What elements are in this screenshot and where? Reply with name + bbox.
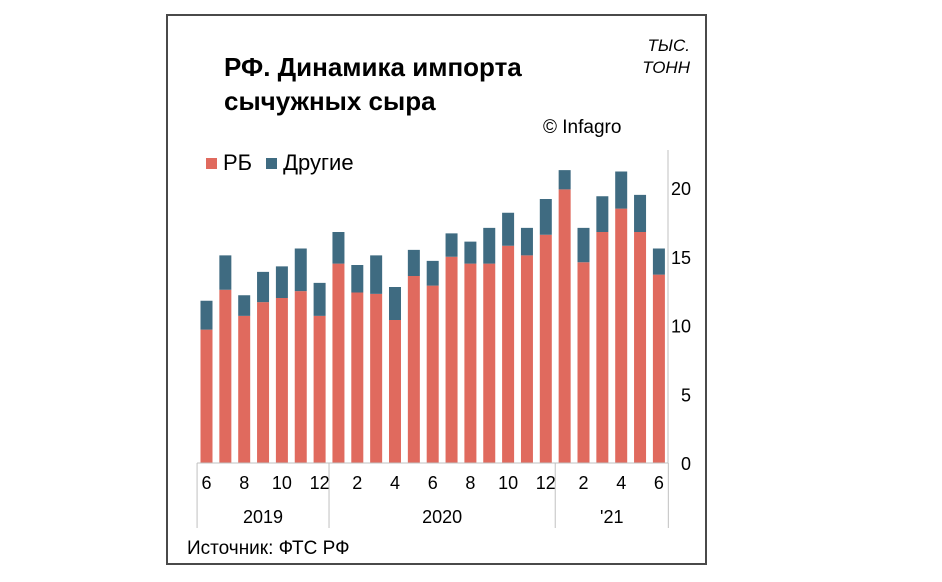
x-tick-label: 12 <box>536 473 556 493</box>
bar-other <box>332 232 345 264</box>
source-note: Источник: ФТС РФ <box>187 538 350 559</box>
y-tick-label: 15 <box>671 248 691 268</box>
x-tick-label: 12 <box>310 473 330 493</box>
legend: РБ Другие <box>206 150 368 176</box>
bar-rb <box>502 245 515 463</box>
bar-rb <box>577 262 590 463</box>
x-group-label: '21 <box>600 507 623 527</box>
bar-other <box>370 255 383 294</box>
bar-other <box>257 271 270 303</box>
x-tick-label: 2 <box>352 473 362 493</box>
bar-rb <box>407 276 420 463</box>
bar-other <box>313 282 326 316</box>
bar-other <box>407 249 420 276</box>
x-tick-label: 2 <box>578 473 588 493</box>
bar-rb <box>426 285 439 463</box>
bar-other <box>351 265 364 293</box>
x-tick-label: 8 <box>239 473 249 493</box>
bar-other <box>389 287 401 320</box>
bar-rb <box>389 320 401 463</box>
bar-rb <box>351 292 364 463</box>
x-tick-label: 4 <box>390 473 400 493</box>
bar-other <box>464 241 477 264</box>
bar-rb <box>634 232 647 463</box>
bar-other <box>200 300 213 330</box>
bar-rb <box>370 293 383 463</box>
bar-rb <box>238 315 251 463</box>
bar-rb <box>652 274 665 463</box>
units-line-1: ТЫС. <box>647 36 690 55</box>
bar-other <box>596 196 609 232</box>
y-tick-label: 10 <box>671 317 691 337</box>
bar-rb <box>445 256 458 463</box>
y-tick-label: 20 <box>671 179 691 199</box>
bar-other <box>483 227 496 264</box>
bar-rb <box>257 302 270 463</box>
x-group-label: 2019 <box>243 507 283 527</box>
bar-other <box>615 171 628 209</box>
x-tick-label: 6 <box>428 473 438 493</box>
x-tick-label: 10 <box>272 473 292 493</box>
legend-swatch-rb <box>206 157 217 169</box>
units-line-2: ТОНН <box>642 58 690 77</box>
title-line-1: РФ. Динамика импорта <box>224 52 522 82</box>
bar-other <box>558 170 571 190</box>
title-line-2: сычужных сыра <box>224 86 436 116</box>
x-tick-label: 10 <box>498 473 518 493</box>
chart-title: РФ. Динамика импорта сычужных сыра <box>224 50 544 118</box>
bar-other <box>577 227 590 263</box>
bar-rb <box>615 208 628 463</box>
bar-rb <box>520 255 533 463</box>
bar-rb <box>332 263 345 463</box>
bar-rb <box>539 234 552 463</box>
copyright-text: © Infagro <box>543 117 622 138</box>
bar-rb <box>596 232 609 463</box>
bar-other <box>238 295 251 316</box>
bar-other <box>445 233 458 257</box>
bar-rb <box>558 189 571 463</box>
y-tick-label: 5 <box>681 385 691 405</box>
bar-rb <box>219 289 232 463</box>
x-tick-label: 6 <box>201 473 211 493</box>
bar-other <box>426 260 439 286</box>
bar-rb <box>275 298 288 463</box>
bar-other <box>634 194 647 232</box>
legend-item-rb: РБ <box>206 150 252 176</box>
y-tick-label: 0 <box>681 454 691 474</box>
bar-other <box>652 248 665 275</box>
bar-rb <box>294 291 307 463</box>
bar-other <box>294 248 307 292</box>
bar-other <box>539 199 552 235</box>
bar-rb <box>313 315 326 463</box>
bar-other <box>275 266 288 298</box>
bar-rb <box>464 263 477 463</box>
legend-label-other: Другие <box>283 150 354 175</box>
legend-swatch-other <box>266 157 278 169</box>
bar-other <box>502 212 515 246</box>
units-label: ТЫС. ТОНН <box>610 35 690 79</box>
legend-item-other: Другие <box>266 150 354 176</box>
legend-label-rb: РБ <box>223 150 253 175</box>
bar-other <box>520 227 533 256</box>
bar-rb <box>200 329 213 463</box>
bar-rb <box>483 263 496 463</box>
bar-other <box>219 255 232 290</box>
x-tick-label: 6 <box>654 473 664 493</box>
x-group-label: 2020 <box>422 507 462 527</box>
x-tick-label: 4 <box>616 473 626 493</box>
x-tick-label: 8 <box>465 473 475 493</box>
